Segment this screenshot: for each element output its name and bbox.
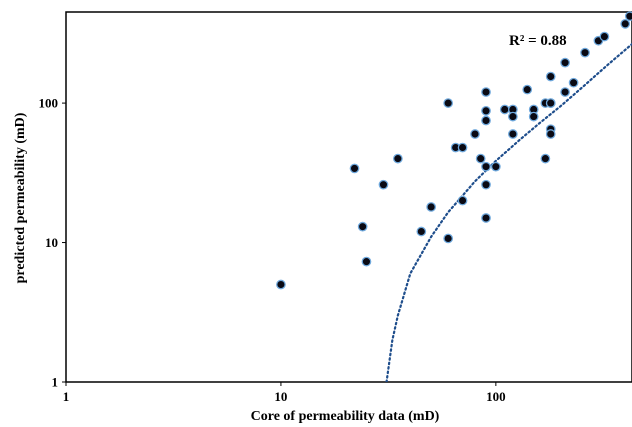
data-point — [490, 161, 501, 172]
y-tick-label: 1 — [52, 375, 59, 390]
trendline — [385, 42, 632, 382]
plot-frame — [65, 11, 632, 383]
data-point — [528, 111, 539, 122]
data-point — [470, 129, 480, 139]
data-point — [540, 153, 551, 164]
data-point — [481, 105, 491, 116]
data-point — [624, 11, 632, 22]
data-point — [499, 104, 510, 115]
data-point — [522, 84, 533, 95]
x-axis-title: Core of permeability data (mD) — [251, 409, 440, 424]
data-point — [560, 87, 570, 97]
r-squared-annotation: R² = 0.88 — [509, 33, 567, 49]
trendline-layer — [385, 42, 632, 382]
data-point — [560, 57, 570, 68]
data-point — [357, 221, 368, 232]
ticks-layer: 1 10 100 1 10 100 — [39, 96, 506, 404]
data-point — [545, 71, 556, 82]
data-point — [416, 226, 427, 237]
data-point — [457, 195, 468, 206]
data-point — [276, 279, 286, 290]
x-tick-label: 10 — [274, 389, 287, 404]
x-tick-label: 1 — [63, 389, 70, 404]
data-point — [599, 31, 610, 42]
y-tick-label: 10 — [45, 235, 58, 250]
x-tick-label: 100 — [486, 389, 506, 404]
y-tick-label: 100 — [39, 96, 59, 111]
points-layer — [276, 11, 632, 290]
data-point — [568, 77, 579, 88]
data-point — [580, 47, 590, 58]
data-point — [443, 98, 454, 108]
data-point — [481, 115, 491, 126]
data-point — [481, 87, 491, 97]
data-point — [545, 129, 556, 139]
data-point — [378, 179, 389, 190]
data-point — [481, 213, 491, 223]
data-point — [475, 153, 486, 164]
data-point — [443, 233, 454, 244]
data-point — [481, 179, 491, 190]
data-point — [481, 161, 491, 172]
data-point — [426, 202, 436, 212]
data-point — [361, 256, 372, 267]
data-point — [508, 129, 518, 139]
data-point — [508, 111, 518, 122]
data-point — [620, 19, 631, 29]
data-point — [545, 98, 556, 108]
y-axis-title: predicted permeability (mD) — [13, 112, 28, 283]
data-point — [393, 153, 403, 164]
data-point — [457, 142, 468, 153]
data-point — [349, 163, 360, 174]
